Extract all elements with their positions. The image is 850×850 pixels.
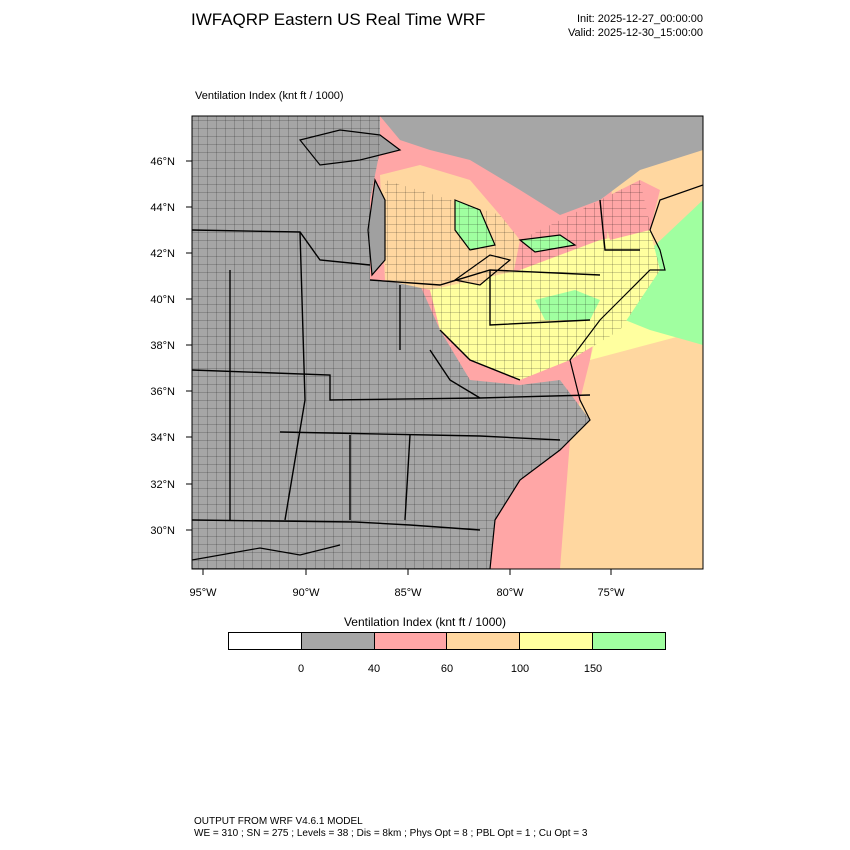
colorbar-label-40: 40 (367, 663, 381, 675)
lat-label-46: 46°N (150, 156, 175, 168)
colorbar (228, 632, 666, 650)
lon-ticks (202, 569, 612, 575)
colorbar-box-4 (520, 633, 594, 649)
colorbar-label-100: 100 (510, 663, 530, 675)
lon-label-80: 80°W (496, 587, 524, 599)
lat-ticks (186, 160, 192, 531)
lat-label-38: 38°N (150, 340, 175, 352)
canada-field (380, 116, 703, 215)
colorbar-label-60: 60 (440, 663, 454, 675)
lat-label-32: 32°N (150, 479, 175, 491)
model-info-line2: WE = 310 ; SN = 275 ; Levels = 38 ; Dis … (194, 828, 588, 839)
init-time: Init: 2025-12-27_00:00:00 (577, 13, 703, 25)
lon-label-95: 95°W (189, 587, 217, 599)
colorbar-label-0: 0 (297, 663, 305, 675)
county-lines-south (192, 116, 590, 569)
colorbar-box-0 (229, 633, 302, 649)
lat-label-44: 44°N (150, 202, 175, 214)
colorbar-label-150: 150 (583, 663, 603, 675)
lon-labels: 95°W 90°W 85°W 80°W 75°W (189, 587, 625, 599)
colorbar-box-3 (447, 633, 521, 649)
lat-label-42: 42°N (150, 248, 175, 260)
state-boundaries (192, 199, 640, 531)
lat-label-34: 34°N (150, 432, 175, 444)
map-frame (191, 115, 704, 570)
map-field (192, 116, 703, 569)
colorbar-box-1 (301, 633, 375, 649)
lat-label-36: 36°N (150, 386, 175, 398)
lon-label-85: 85°W (394, 587, 422, 599)
valid-time: Valid: 2025-12-30_15:00:00 (568, 27, 703, 39)
colorbar-title: Ventilation Index (knt ft / 1000) (343, 615, 507, 629)
county-lines-north (385, 180, 660, 380)
lon-label-90: 90°W (292, 587, 320, 599)
lon-label-75: 75°W (597, 587, 625, 599)
colorbar-box-5 (593, 633, 665, 649)
lat-label-30: 30°N (150, 525, 175, 537)
map-title: IWFAQRP Eastern US Real Time WRF (191, 10, 486, 29)
lat-label-40: 40°N (150, 294, 175, 306)
lat-labels: 46°N 44°N 42°N 40°N 38°N 36°N 34°N 32°N … (150, 156, 175, 537)
coastlines (192, 129, 703, 569)
model-info-line1: OUTPUT FROM WRF V4.6.1 MODEL (194, 816, 363, 827)
field-label: Ventilation Index (knt ft / 1000) (195, 90, 344, 102)
colorbar-box-2 (374, 633, 448, 649)
